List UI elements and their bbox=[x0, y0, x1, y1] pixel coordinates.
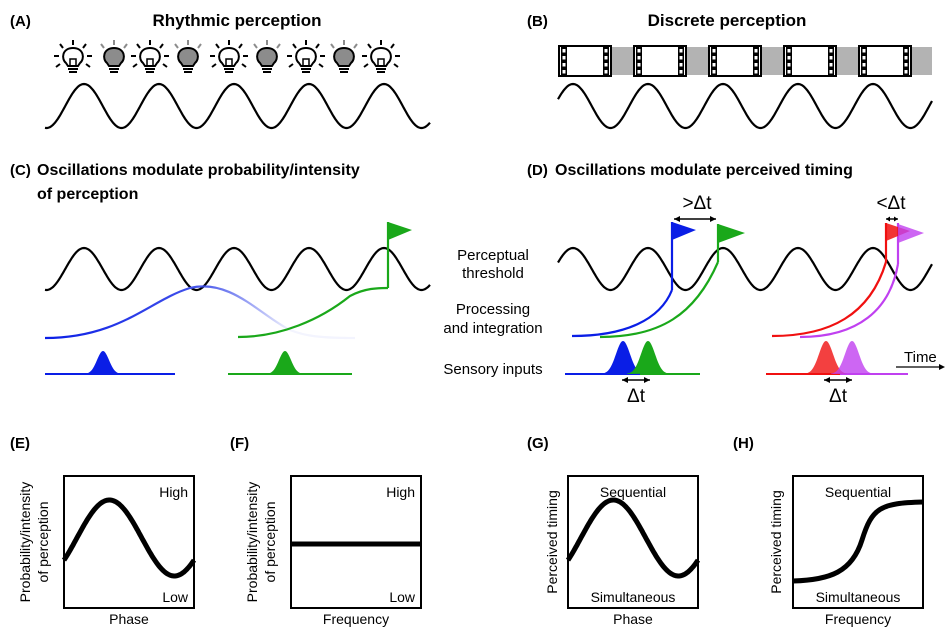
panel-f-ylabel-line1: Probability/intensity bbox=[244, 482, 260, 603]
delta-label-1: Δt bbox=[627, 386, 646, 407]
panel-e-high: High bbox=[159, 484, 188, 500]
panel-f-low: Low bbox=[389, 589, 416, 605]
panel-d-title: Oscillations modulate perceived timing bbox=[555, 162, 853, 179]
panel-f-high: High bbox=[386, 484, 415, 500]
panel-h-high: Sequential bbox=[825, 484, 891, 500]
film-frame-icon bbox=[708, 45, 762, 77]
film-frame-icon bbox=[558, 45, 612, 77]
bulb-row bbox=[53, 39, 401, 73]
panel-f-letter: (F) bbox=[230, 435, 249, 452]
panel-g-curve bbox=[565, 497, 701, 579]
panel-e-ylabel-line2: of perception bbox=[35, 502, 51, 583]
panel-d-letter: (D) bbox=[527, 162, 548, 179]
panel-a-letter: (A) bbox=[10, 13, 31, 30]
threshold-label-line2: threshold bbox=[462, 265, 524, 282]
lightbulb-off-icon bbox=[253, 39, 281, 73]
green-flag-icon bbox=[388, 222, 412, 240]
oscillation-wave-b bbox=[557, 82, 933, 130]
panel-g-xlabel: Phase bbox=[613, 611, 653, 627]
oscillation-wave-d bbox=[557, 246, 933, 292]
panel-e-xlabel: Phase bbox=[109, 611, 149, 627]
magenta-flag-icon bbox=[898, 224, 924, 243]
panel-g-ylabel: Perceived timing bbox=[544, 490, 560, 594]
panel-h-low: Simultaneous bbox=[816, 589, 901, 605]
red-input-bump bbox=[805, 341, 847, 374]
oscillation-wave-a bbox=[44, 82, 431, 130]
panel-g-high: Sequential bbox=[600, 484, 666, 500]
magenta-input-bump bbox=[831, 341, 873, 374]
sensory-label: Sensory inputs bbox=[443, 361, 542, 378]
panel-e-low: Low bbox=[162, 589, 189, 605]
panel-g-low: Simultaneous bbox=[591, 589, 676, 605]
panel-a-title: Rhythmic perception bbox=[152, 11, 321, 30]
film-frame-icon bbox=[783, 45, 837, 77]
film-frame-icon bbox=[858, 45, 912, 77]
panel-e-ylabel-line1: Probability/intensity bbox=[17, 482, 33, 603]
greater-delta-label: >Δt bbox=[682, 193, 712, 214]
delta-label-2: Δt bbox=[829, 386, 848, 407]
lightbulb-on-icon bbox=[130, 39, 170, 73]
green-flag-icon-d bbox=[718, 224, 745, 243]
panel-e-letter: (E) bbox=[10, 435, 30, 452]
lightbulb-on-icon bbox=[361, 39, 401, 73]
panel-e-axes bbox=[63, 475, 195, 609]
blue-processing-curve-d bbox=[571, 289, 674, 338]
lightbulb-off-icon bbox=[174, 39, 202, 73]
panel-e-curve bbox=[61, 497, 197, 579]
panel-c-letter: (C) bbox=[10, 162, 31, 179]
panel-c-title-line2: of perception bbox=[37, 186, 138, 203]
processing-label-line1: Processing bbox=[456, 301, 530, 318]
blue-input-bump-d bbox=[602, 341, 644, 374]
magenta-processing-curve bbox=[799, 263, 900, 339]
panel-g-letter: (G) bbox=[527, 435, 549, 452]
panel-h-axes bbox=[792, 475, 924, 609]
blue-processing-curve bbox=[44, 285, 356, 340]
panel-f-ylabel-line2: of perception bbox=[262, 502, 278, 583]
threshold-label-line1: Perceptual bbox=[457, 247, 529, 264]
panel-f-xlabel: Frequency bbox=[323, 611, 389, 627]
blue-input-bump bbox=[85, 351, 121, 374]
green-processing-curve-d bbox=[599, 261, 720, 339]
oscillation-wave-c bbox=[44, 246, 431, 292]
green-processing-curve bbox=[237, 286, 389, 339]
panel-c-title-line1: Oscillations modulate probability/intens… bbox=[37, 162, 360, 179]
panel-b-letter: (B) bbox=[527, 13, 548, 30]
lightbulb-on-icon bbox=[53, 39, 93, 73]
time-axis-label: Time bbox=[904, 349, 937, 366]
panel-g-axes bbox=[567, 475, 699, 609]
blue-flag-icon bbox=[672, 222, 696, 240]
panel-h-ylabel: Perceived timing bbox=[768, 490, 784, 594]
green-input-bump bbox=[267, 351, 303, 374]
green-input-bump-d bbox=[627, 341, 669, 374]
panel-h-curve bbox=[792, 499, 924, 584]
red-processing-curve bbox=[771, 261, 888, 338]
film-frame-icon bbox=[633, 45, 687, 77]
panel-h-xlabel: Frequency bbox=[825, 611, 891, 627]
lightbulb-on-icon bbox=[286, 39, 326, 73]
lightbulb-off-icon bbox=[100, 39, 128, 73]
processing-label-line2: and integration bbox=[443, 320, 542, 337]
less-delta-label: <Δt bbox=[876, 193, 906, 214]
panel-b-title: Discrete perception bbox=[648, 11, 807, 30]
lightbulb-off-icon bbox=[330, 39, 358, 73]
panel-h-letter: (H) bbox=[733, 435, 754, 452]
film-strip bbox=[558, 45, 932, 77]
lightbulb-on-icon bbox=[209, 39, 249, 73]
